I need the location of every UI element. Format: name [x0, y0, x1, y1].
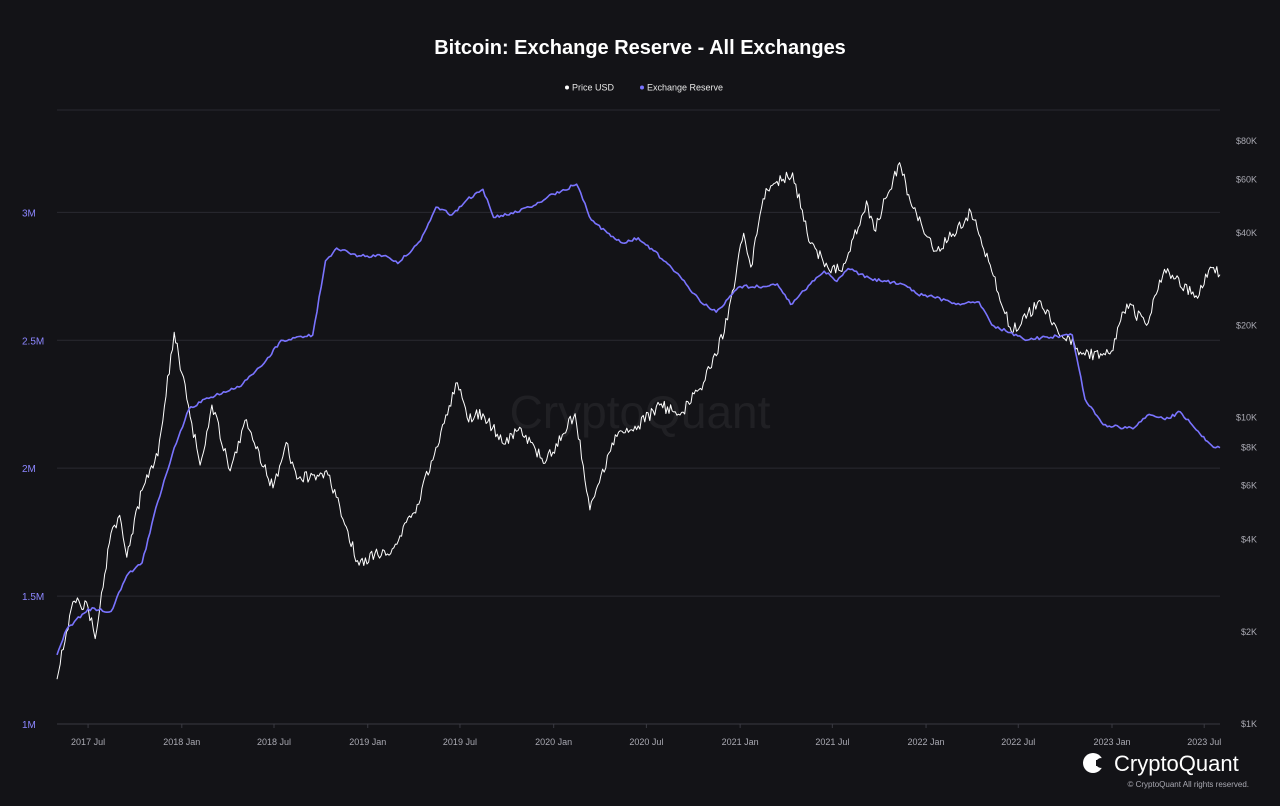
- x-tick-label: 2018 Jul: [257, 737, 291, 747]
- gridlines: [57, 211, 1220, 725]
- x-tick-label: 2021 Jan: [722, 737, 759, 747]
- y-axis-right: $1K $2K $4K $6K $8K $10K $20K $40K $60K $80K: [1236, 136, 1257, 729]
- x-tick-label: 2021 Jul: [815, 737, 849, 747]
- brand: CryptoQuant © CryptoQuant All rights res…: [1083, 751, 1249, 789]
- legend-price-marker: [565, 85, 569, 90]
- x-tick-label: 2022 Jan: [908, 737, 945, 747]
- chart-title: Bitcoin: Exchange Reserve - All Exchange…: [434, 37, 846, 59]
- x-axis: 2017 Jul 2018 Jan 2018 Jul 2019 Jan 2019 Jul…: [71, 724, 1221, 747]
- x-tick-label: 2017 Jul: [71, 737, 105, 747]
- x-tick-label: 2023 Jul: [1187, 737, 1221, 747]
- legend-reserve-label[interactable]: Exchange Reserve: [647, 83, 723, 93]
- x-tick-label: 2020 Jan: [535, 737, 572, 747]
- brand-name: CryptoQuant: [1114, 751, 1239, 776]
- y-right-tick-label: $80K: [1236, 136, 1257, 146]
- y-right-tick-label: $20K: [1236, 320, 1257, 330]
- price-usd-line: [56, 162, 1221, 680]
- y-right-tick-label: $40K: [1236, 228, 1257, 238]
- exchange-reserve-line: [56, 183, 1221, 656]
- y-right-tick-label: $8K: [1241, 442, 1257, 452]
- legend: Price USD Exchange Reserve: [565, 83, 723, 93]
- x-tick-label: 2019 Jan: [349, 737, 386, 747]
- y-right-tick-label: $10K: [1236, 413, 1257, 423]
- y-right-tick-label: $4K: [1241, 535, 1257, 545]
- y-left-tick-label: 2.5M: [22, 336, 44, 347]
- x-tick-label: 2022 Jul: [1001, 737, 1035, 747]
- y-right-tick-label: $60K: [1236, 174, 1257, 184]
- y-right-tick-label: $1K: [1241, 719, 1257, 729]
- x-tick-label: 2023 Jan: [1093, 737, 1130, 747]
- y-axis-left: 1M 1.5M 2M 2.5M 3M: [22, 208, 44, 731]
- watermark: CryptoQuant: [510, 386, 771, 438]
- series-layer: [56, 162, 1221, 680]
- x-tick-label: 2018 Jan: [163, 737, 200, 747]
- legend-price-label[interactable]: Price USD: [572, 83, 615, 93]
- y-left-tick-label: 1.5M: [22, 592, 44, 603]
- y-left-tick-label: 1M: [22, 720, 36, 731]
- x-tick-label: 2019 Jul: [443, 737, 477, 747]
- copyright: © CryptoQuant All rights reserved.: [1128, 780, 1250, 789]
- y-left-tick-label: 2M: [22, 464, 36, 475]
- cryptoquant-logo-icon: [1083, 753, 1108, 773]
- legend-reserve-marker: [640, 85, 644, 90]
- y-right-tick-label: $2K: [1241, 627, 1257, 637]
- x-tick-label: 2020 Jul: [629, 737, 663, 747]
- y-right-tick-label: $6K: [1241, 481, 1257, 491]
- y-left-tick-label: 3M: [22, 208, 36, 219]
